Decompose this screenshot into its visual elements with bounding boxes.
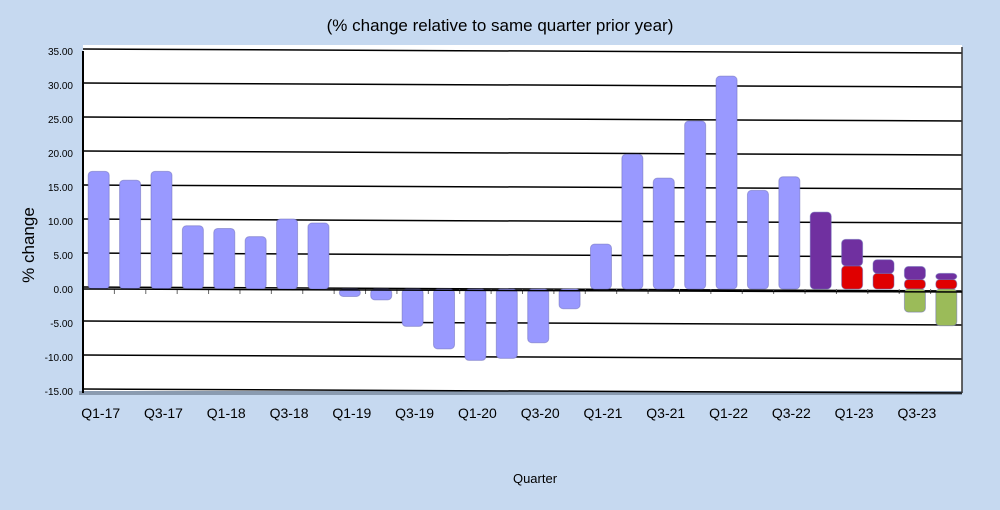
bar-Q4-21 (684, 120, 707, 290)
plot-area: 35.00 30.00 25.00 20.00 15.00 10.00 5.00 0.00 -5… (45, 45, 963, 421)
gridline (82, 184, 963, 190)
bar-Q4-22 (809, 211, 832, 290)
y-tick-label: -10.00 (45, 353, 74, 364)
gridline (82, 388, 963, 394)
bar-Q3-17 (150, 170, 173, 290)
bar-Q4-20 (558, 288, 581, 310)
x-tick-label: Q3-22 (772, 405, 811, 421)
bar-Q4-19 (433, 288, 456, 350)
y-tick-label: 30.00 (48, 81, 73, 92)
bar-Q3-23 (903, 288, 926, 313)
y-tick-label: 5.00 (54, 251, 74, 262)
y-tick-label: 10.00 (48, 217, 73, 228)
bar-Q3-20 (527, 288, 550, 344)
gridline (82, 320, 963, 326)
bar-Q3-23 (903, 266, 926, 280)
y-tick-label: 20.00 (48, 149, 73, 160)
bar-Q3-21 (652, 177, 675, 290)
bar-Q1-19 (338, 288, 361, 297)
x-tick-label: Q1-18 (207, 405, 246, 421)
x-tick-label: Q3-23 (897, 405, 936, 421)
bar-Q3-23 (903, 278, 926, 290)
y-tick-label: -15.00 (45, 387, 74, 398)
bar-Q2-19 (370, 288, 393, 301)
bar-Q2-22 (746, 189, 769, 290)
bar-Q3-19 (401, 288, 424, 327)
y-tick-label: 15.00 (48, 183, 73, 194)
bar-Q4-23 (935, 288, 958, 327)
bar-Q1-21 (589, 243, 612, 290)
x-tick-label: Q3-19 (395, 405, 434, 421)
gridline (82, 116, 963, 122)
x-tick-label: Q3-20 (521, 405, 560, 421)
bar-Q4-23 (935, 272, 958, 280)
chart-title: (% change relative to same quarter prior… (327, 16, 674, 35)
bar-Q4-17 (181, 225, 204, 290)
bar-Q1-22 (715, 75, 738, 290)
x-tick-label: Q1-21 (584, 405, 623, 421)
y-tick-label: 0.00 (54, 285, 74, 296)
bar-Q3-18 (276, 218, 299, 290)
x-tick-label: Q1-22 (709, 405, 748, 421)
y-tick-label: -5.00 (50, 319, 73, 330)
gridline (82, 48, 963, 54)
bar-Q2-23 (872, 259, 895, 274)
bar-Q1-23 (841, 265, 864, 290)
x-tick-label: Q3-18 (270, 405, 309, 421)
bar-Q1-20 (464, 288, 487, 361)
x-tick-label: Q3-17 (144, 405, 183, 421)
plot-floor (79, 391, 962, 395)
gridline (82, 354, 963, 360)
bar-Q2-17 (119, 179, 142, 290)
zero-axis-line (82, 288, 963, 293)
y-tick-label: 25.00 (48, 115, 73, 126)
x-tick-label: Q1-17 (81, 405, 120, 421)
y-axis-label: % change (19, 207, 38, 283)
bar-Q4-23 (935, 278, 958, 290)
x-tick-label: Q1-23 (835, 405, 874, 421)
gridline (82, 150, 963, 156)
bar-Q2-20 (495, 288, 518, 359)
gridline (82, 82, 963, 88)
x-tick-label: Q3-21 (646, 405, 685, 421)
bar-Q2-21 (621, 153, 644, 290)
x-axis-label: Quarter (513, 471, 558, 486)
bar-Q4-18 (307, 222, 330, 290)
bar-Q1-23 (841, 238, 864, 267)
x-tick-label: Q1-19 (332, 405, 371, 421)
bar-Q2-18 (244, 236, 267, 290)
y-tick-label: 35.00 (48, 47, 73, 58)
bar-Q2-23 (872, 272, 895, 290)
bar-Q3-22 (778, 176, 801, 290)
x-tick-label: Q1-20 (458, 405, 497, 421)
bar-Q1-17 (87, 170, 110, 290)
bar-Q1-18 (213, 227, 236, 290)
